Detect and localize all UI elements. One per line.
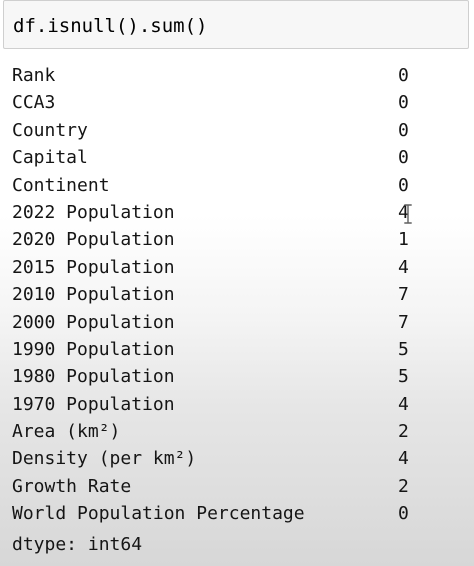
- column-name: 2000 Population: [12, 311, 175, 333]
- null-count: 7: [398, 284, 409, 306]
- column-name: Rank: [12, 65, 56, 86]
- column-name: 2010 Population: [12, 284, 175, 306]
- output-row: 2020 Population 1: [12, 226, 462, 253]
- null-count: 2: [398, 475, 409, 497]
- null-count: 0: [398, 503, 409, 525]
- null-count: 5: [398, 366, 409, 388]
- output-row: 2010 Population 7: [12, 281, 462, 308]
- output-row: Continent 0: [12, 172, 462, 199]
- dtype-label: dtype: int64: [12, 534, 143, 555]
- output-area: Rank 0 CCA3 0 Country 0 Capital 0 Continent 0 2022…: [12, 62, 462, 528]
- null-count: 0: [398, 174, 409, 196]
- column-name: CCA3: [12, 92, 56, 114]
- output-row: World Population Percentage 0: [12, 500, 462, 527]
- output-row: Area (km²) 2: [12, 418, 462, 445]
- code-text[interactable]: df.isnull().sum(): [13, 15, 208, 37]
- output-row: 2015 Population 4: [12, 254, 462, 281]
- text-cursor-icon: [404, 204, 412, 224]
- column-name: Area (km²): [12, 421, 121, 443]
- column-name: 2015 Population: [12, 256, 175, 278]
- output-row: Country 0: [12, 117, 462, 144]
- column-name: Growth Rate: [12, 475, 132, 497]
- null-count: 4: [398, 393, 409, 415]
- null-count: 4: [398, 201, 409, 223]
- column-name: 1990 Population: [12, 338, 175, 360]
- column-name: 1970 Population: [12, 393, 175, 415]
- output-row: Rank 0: [12, 62, 462, 89]
- null-count: 0: [398, 119, 409, 141]
- null-count: 4: [398, 448, 409, 470]
- null-count: 1: [398, 229, 409, 251]
- output-row: 2000 Population 7: [12, 309, 462, 336]
- output-row: CCA3 0: [12, 89, 462, 116]
- output-row: 1990 Population 5: [12, 336, 462, 363]
- column-name: 2022 Population: [12, 201, 175, 223]
- column-name: Country: [12, 119, 88, 141]
- null-count: 2: [398, 421, 409, 443]
- output-row: Density (per km²) 4: [12, 445, 462, 472]
- code-input-cell[interactable]: df.isnull().sum(): [3, 0, 469, 49]
- column-name: Continent: [12, 174, 110, 196]
- column-name: Density (per km²): [12, 448, 197, 470]
- output-row: Capital 0: [12, 144, 462, 171]
- null-count: 0: [398, 147, 409, 169]
- column-name: 1980 Population: [12, 366, 175, 388]
- output-row: 1970 Population 4: [12, 391, 462, 418]
- column-name: 2020 Population: [12, 229, 175, 251]
- column-name: World Population Percentage: [12, 503, 305, 525]
- null-count: 5: [398, 338, 409, 360]
- null-count: 7: [398, 311, 409, 333]
- null-count: 4: [398, 256, 409, 278]
- column-name: Capital: [12, 147, 88, 169]
- output-row: 1980 Population 5: [12, 363, 462, 390]
- null-count: 0: [398, 65, 409, 86]
- output-row: Growth Rate 2: [12, 473, 462, 500]
- null-count: 0: [398, 92, 409, 114]
- output-row: 2022 Population 4: [12, 199, 462, 226]
